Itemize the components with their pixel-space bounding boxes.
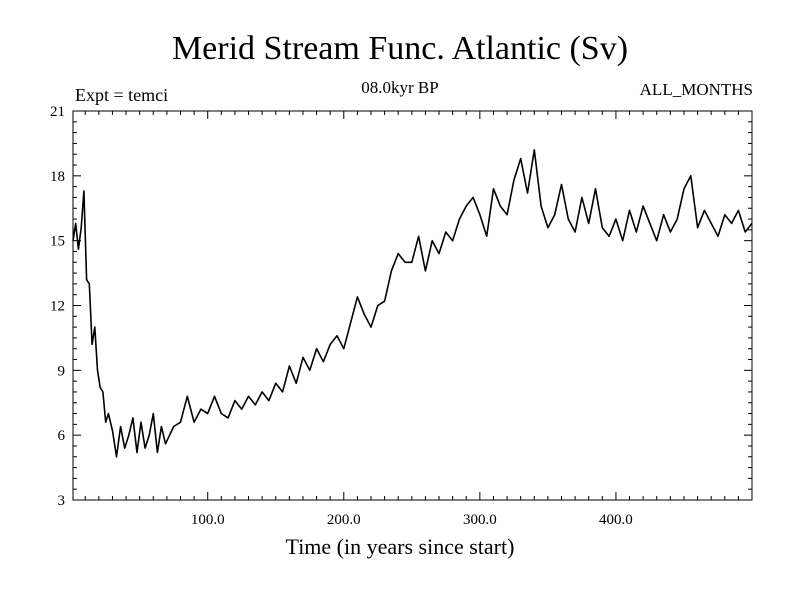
plot-frame [72,110,753,501]
x-tick-label: 300.0 [463,512,497,528]
y-tick-label: 18 [50,169,65,185]
x-tick-label: 100.0 [191,512,225,528]
chart-subtitle: 08.0kyr BP [361,78,439,97]
y-tick-label: 3 [58,493,66,509]
x-tick-label: 200.0 [327,512,361,528]
x-tick-label: 400.0 [599,512,633,528]
months-label: ALL_MONTHS [639,80,753,99]
experiment-label: Expt = temci [75,85,169,105]
y-tick-label: 6 [58,428,66,444]
x-axis-label: Time (in years since start) [285,534,515,559]
chart-title: Merid Stream Func. Atlantic (Sv) [171,30,629,67]
series-line [72,149,753,458]
axes-group: 3 6 9 12 15 18 21 100.0 200.0 300.0 400.0 [50,104,753,528]
y-tick-label: 21 [50,104,65,120]
series-group [72,149,753,458]
y-tick-label: 15 [50,234,65,250]
y-tick-label: 9 [58,363,66,379]
y-tick-label: 12 [50,299,65,315]
